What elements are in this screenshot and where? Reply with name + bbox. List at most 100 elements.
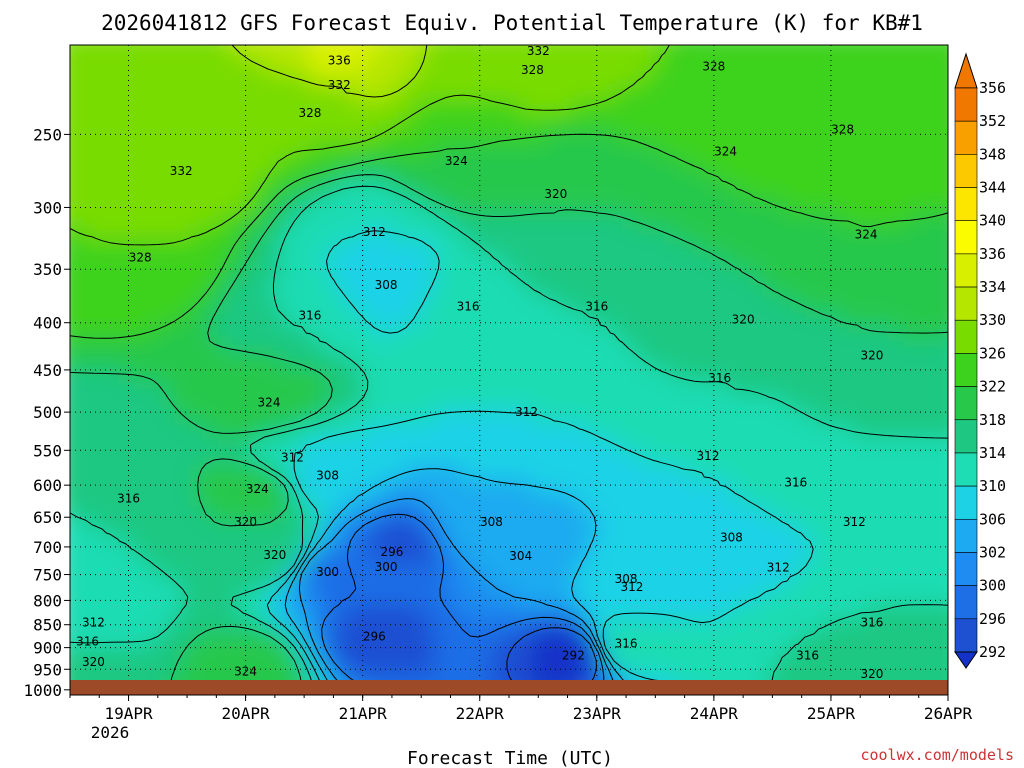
- field-cell: [938, 577, 948, 592]
- field-cell: [518, 521, 533, 536]
- field-cell: [112, 451, 127, 466]
- field-cell: [630, 381, 645, 396]
- field-cell: [336, 59, 351, 74]
- field-cell: [308, 171, 323, 186]
- field-cell: [168, 409, 183, 424]
- field-cell: [812, 255, 827, 270]
- field-cell: [266, 255, 281, 270]
- field-cell: [182, 661, 197, 676]
- field-cell: [630, 633, 645, 648]
- field-cell: [280, 325, 295, 340]
- field-cell: [266, 549, 281, 564]
- field-cell: [616, 255, 631, 270]
- field-cell: [504, 507, 519, 522]
- field-cell: [252, 311, 267, 326]
- colorbar-top-arrow: [954, 52, 978, 89]
- contour-label: 332: [170, 164, 193, 178]
- field-cell: [392, 45, 407, 60]
- field-cell: [882, 423, 897, 438]
- field-cell: [728, 241, 743, 256]
- field-cell: [840, 227, 855, 242]
- field-cell: [742, 493, 757, 508]
- field-cell: [560, 227, 575, 242]
- contour-label: 324: [246, 482, 269, 496]
- field-cell: [84, 283, 99, 298]
- field-cell: [938, 255, 948, 270]
- field-cell: [378, 297, 393, 312]
- field-cell: [714, 325, 729, 340]
- field-cell: [392, 703, 407, 718]
- field-cell: [644, 59, 659, 74]
- field-cell: [770, 437, 785, 452]
- field-cell: [168, 241, 183, 256]
- field-cell: [406, 241, 421, 256]
- field-cell: [70, 255, 85, 270]
- y-tick-label: 600: [33, 476, 62, 495]
- field-cell: [574, 171, 589, 186]
- field-cell: [546, 45, 561, 60]
- field-cell: [210, 633, 225, 648]
- field-cell: [420, 619, 435, 634]
- field-cell: [770, 409, 785, 424]
- field-cell: [238, 101, 253, 116]
- field-cell: [294, 283, 309, 298]
- x-tick-label: 25APR: [807, 704, 856, 723]
- field-cell: [196, 255, 211, 270]
- field-cell: [560, 563, 575, 578]
- field-cell: [798, 507, 813, 522]
- field-cell: [910, 521, 925, 536]
- field-cell: [280, 367, 295, 382]
- field-cell: [756, 535, 771, 550]
- contour-label: 324: [714, 145, 737, 159]
- field-cell: [168, 269, 183, 284]
- field-cell: [448, 521, 463, 536]
- field-cell: [910, 241, 925, 256]
- field-cell: [168, 479, 183, 494]
- field-cell: [182, 339, 197, 354]
- field-cell: [112, 255, 127, 270]
- field-cell: [280, 381, 295, 396]
- field-cell: [420, 45, 435, 60]
- field-cell: [490, 661, 505, 676]
- field-cell: [658, 493, 673, 508]
- field-cell: [924, 549, 939, 564]
- field-cell: [490, 101, 505, 116]
- field-cell: [406, 591, 421, 606]
- field-cell: [896, 479, 911, 494]
- field-cell: [546, 115, 561, 130]
- field-cell: [84, 227, 99, 242]
- field-cell: [700, 255, 715, 270]
- field-cell: [336, 451, 351, 466]
- field-cell: [98, 101, 113, 116]
- colorbar-label: 292: [979, 643, 1006, 661]
- field-cell: [406, 549, 421, 564]
- field-cell: [266, 353, 281, 368]
- field-cell: [238, 129, 253, 144]
- field-cell: [728, 423, 743, 438]
- field-cell: [154, 437, 169, 452]
- field-cell: [168, 703, 183, 718]
- field-cell: [826, 115, 841, 130]
- field-cell: [518, 339, 533, 354]
- field-cell: [924, 353, 939, 368]
- field-cell: [392, 633, 407, 648]
- field-cell: [266, 59, 281, 74]
- field-cell: [686, 479, 701, 494]
- field-cell: [364, 521, 379, 536]
- contour-label: 324: [855, 228, 878, 242]
- field-cell: [196, 493, 211, 508]
- field-cell: [252, 101, 267, 116]
- field-cell: [434, 283, 449, 298]
- field-cell: [448, 549, 463, 564]
- field-cell: [182, 129, 197, 144]
- field-cell: [252, 661, 267, 676]
- field-cell: [294, 451, 309, 466]
- field-cell: [700, 213, 715, 228]
- field-cell: [868, 423, 883, 438]
- field-cell: [812, 199, 827, 214]
- field-cell: [364, 115, 379, 130]
- field-cell: [630, 185, 645, 200]
- field-cell: [392, 451, 407, 466]
- field-cell: [392, 311, 407, 326]
- field-cell: [686, 395, 701, 410]
